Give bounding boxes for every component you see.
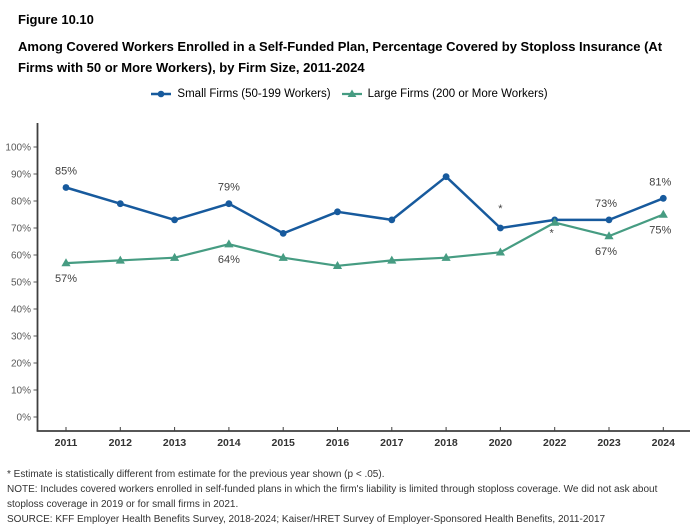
y-axis-tick-label: 0% (17, 413, 32, 424)
x-axis-year-label: 2012 (109, 437, 133, 449)
large-firms-series-line (65, 213, 664, 267)
x-axis-year-label: 2024 (652, 437, 676, 449)
data-point-label: 75% (649, 225, 671, 237)
x-axis-year-label: 2017 (380, 437, 404, 449)
y-axis-tick-label: 30% (11, 332, 31, 343)
data-point-label: 57% (55, 273, 77, 285)
small-firms-data-point (659, 194, 667, 202)
legend-label-large-firms: Large Firms (200 or More Workers) (367, 88, 548, 100)
large-firms-data-point (604, 231, 614, 240)
data-point-label: 85% (55, 166, 77, 178)
footnote-note: NOTE: Includes covered workers enrolled … (7, 484, 658, 510)
significance-asterisk: * (498, 203, 503, 215)
data-point-label: 67% (595, 246, 617, 258)
small-firms-data-point (225, 200, 233, 208)
small-firms-data-point (116, 200, 124, 208)
large-firms-data-point (61, 258, 71, 267)
large-firms-data-point (115, 255, 125, 264)
small-firms-data-point (279, 230, 287, 237)
large-firms-data-point (224, 239, 234, 248)
y-axis-tick-label: 80% (11, 197, 31, 208)
x-axis-year-label: 2020 (489, 437, 513, 449)
large-firms-data-point (387, 255, 397, 264)
large-firms-data-point (495, 247, 505, 256)
legend-label-small-firms: Small Firms (50-199 Workers) (177, 88, 331, 100)
x-axis-year-label: 2018 (434, 437, 458, 449)
x-axis-year-label: 2016 (326, 437, 350, 449)
x-axis-year-label: 2013 (163, 437, 187, 449)
chart-legend: Small Firms (50-199 Workers) Large Firms… (0, 88, 698, 100)
small-firms-data-point (388, 216, 396, 224)
footnote-source: SOURCE: KFF Employer Health Benefits Sur… (7, 514, 606, 525)
large-firms-data-point (658, 209, 668, 218)
y-axis-tick-label: 60% (11, 251, 31, 262)
data-point-label: 81% (649, 176, 671, 188)
small-firms-data-point (497, 224, 504, 232)
x-axis-year-label: 2011 (55, 437, 78, 449)
y-axis-tick-label: 10% (11, 386, 31, 397)
small-firms-data-point (62, 184, 70, 191)
y-axis-tick-label: 70% (11, 224, 31, 235)
x-axis-year-label: 2014 (217, 437, 241, 449)
figure-label: Figure 10.10 (18, 12, 94, 27)
legend-item-large-firms: Large Firms (200 or More Workers) (341, 88, 548, 100)
small-firms-data-point (334, 208, 341, 216)
x-axis-year-label: 2015 (272, 437, 296, 449)
small-firms-data-point (171, 216, 179, 224)
stoploss-line-chart: 0% 10% 20% 30% 40% 50% 60% 70% 80% 90% 100% 2011 201… (5, 123, 690, 449)
large-firms-data-point (278, 252, 288, 261)
y-axis-tick-label: 50% (11, 278, 31, 289)
data-point-label: 64% (218, 254, 240, 266)
y-axis-tick-label: 90% (11, 170, 31, 181)
y-axis-tick-label: 20% (11, 359, 31, 370)
large-firms-data-point (441, 252, 451, 261)
data-point-label: 79% (218, 182, 240, 194)
large-firms-data-point (550, 217, 560, 226)
small-firms-series-line (65, 175, 664, 235)
y-axis-tick-label: 40% (11, 305, 31, 316)
significance-asterisk: * (550, 228, 555, 240)
large-firms-data-point (170, 252, 180, 261)
x-axis-year-label: 2023 (597, 437, 621, 449)
y-axis-tick-label: 100% (5, 143, 31, 154)
small-firms-data-point (442, 173, 450, 181)
small-firms-line-marker-icon (151, 90, 172, 98)
large-firms-data-point (332, 261, 343, 269)
footnote-significance: * Estimate is statistically different fr… (7, 469, 385, 480)
data-point-label: 73% (595, 198, 617, 210)
chart-title: Among Covered Workers Enrolled in a Self… (18, 39, 663, 75)
large-firms-line-marker-icon (341, 89, 362, 97)
small-firms-data-point (605, 216, 613, 224)
legend-item-small-firms: Small Firms (50-199 Workers) (150, 88, 331, 100)
x-axis-year-label: 2022 (543, 437, 567, 449)
footnotes: * Estimate is statistically different fr… (7, 467, 695, 527)
